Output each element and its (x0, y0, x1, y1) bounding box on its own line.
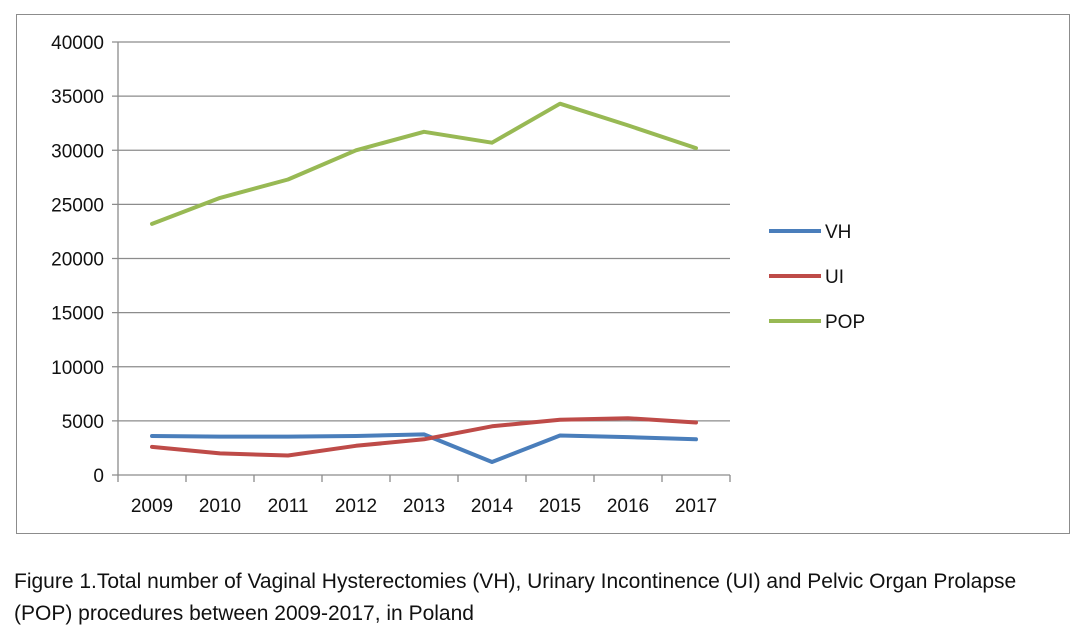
line-chart: 0 5000 10000 15000 20000 25000 30000 35000 40000… (51, 33, 865, 517)
x-tick-label: 2009 (131, 496, 173, 517)
chart-frame: 0 5000 10000 15000 20000 25000 30000 35000 40000… (16, 14, 1070, 534)
y-tick-label: 35000 (51, 87, 104, 108)
series-line-ui (150, 416, 698, 458)
series-line-pop (150, 101, 698, 226)
legend-label-pop: POP (825, 312, 865, 333)
y-tick-label: 40000 (51, 33, 104, 54)
y-tick-label: 20000 (51, 250, 104, 271)
x-tick-label: 2013 (403, 496, 445, 517)
figure-caption: Figure 1.Total number of Vaginal Hystere… (14, 570, 1017, 625)
y-tick-label: 10000 (51, 358, 104, 379)
y-tick-label: 30000 (51, 141, 104, 162)
x-tick-label: 2014 (471, 496, 514, 517)
y-tick-label: 0 (93, 466, 104, 487)
x-tick-label: 2016 (607, 496, 649, 517)
x-tick-label: 2010 (199, 496, 241, 517)
y-tick-label: 5000 (62, 412, 104, 433)
x-tick-label: 2012 (335, 496, 377, 517)
x-tick-label: 2011 (268, 496, 309, 517)
legend-label-vh: VH (825, 222, 851, 243)
x-tick-label: 2017 (675, 496, 717, 517)
x-tick-label: 2015 (539, 496, 581, 517)
y-tick-label: 15000 (51, 304, 104, 325)
series-line-vh (150, 432, 698, 464)
y-tick-label: 25000 (51, 195, 104, 216)
legend-label-ui: UI (825, 267, 844, 288)
